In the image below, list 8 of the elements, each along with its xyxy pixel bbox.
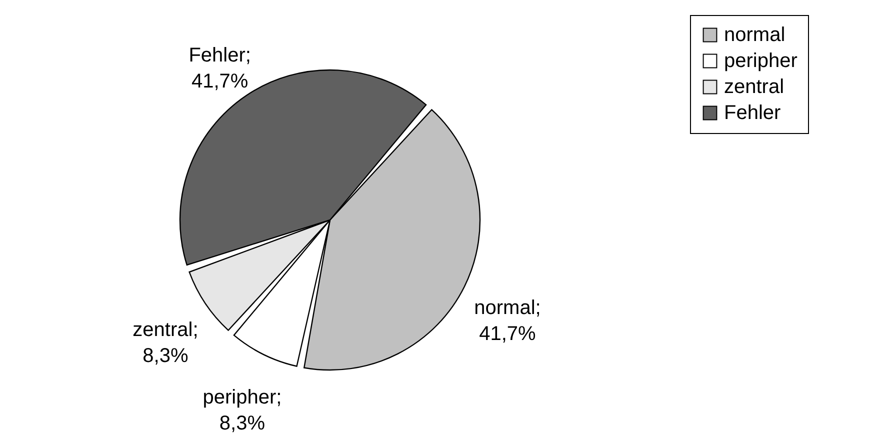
legend-label: peripher [724, 50, 798, 72]
legend-label: zentral [724, 76, 784, 98]
data-label: peripher; 8,3% [202, 386, 282, 434]
legend-label: normal [724, 24, 786, 46]
data-label: Fehler; 41,7% [188, 44, 251, 92]
data-label: normal; 41,7% [474, 296, 541, 345]
legend-label: Fehler [724, 102, 782, 124]
data-label: zentral; 8,3% [132, 319, 198, 368]
